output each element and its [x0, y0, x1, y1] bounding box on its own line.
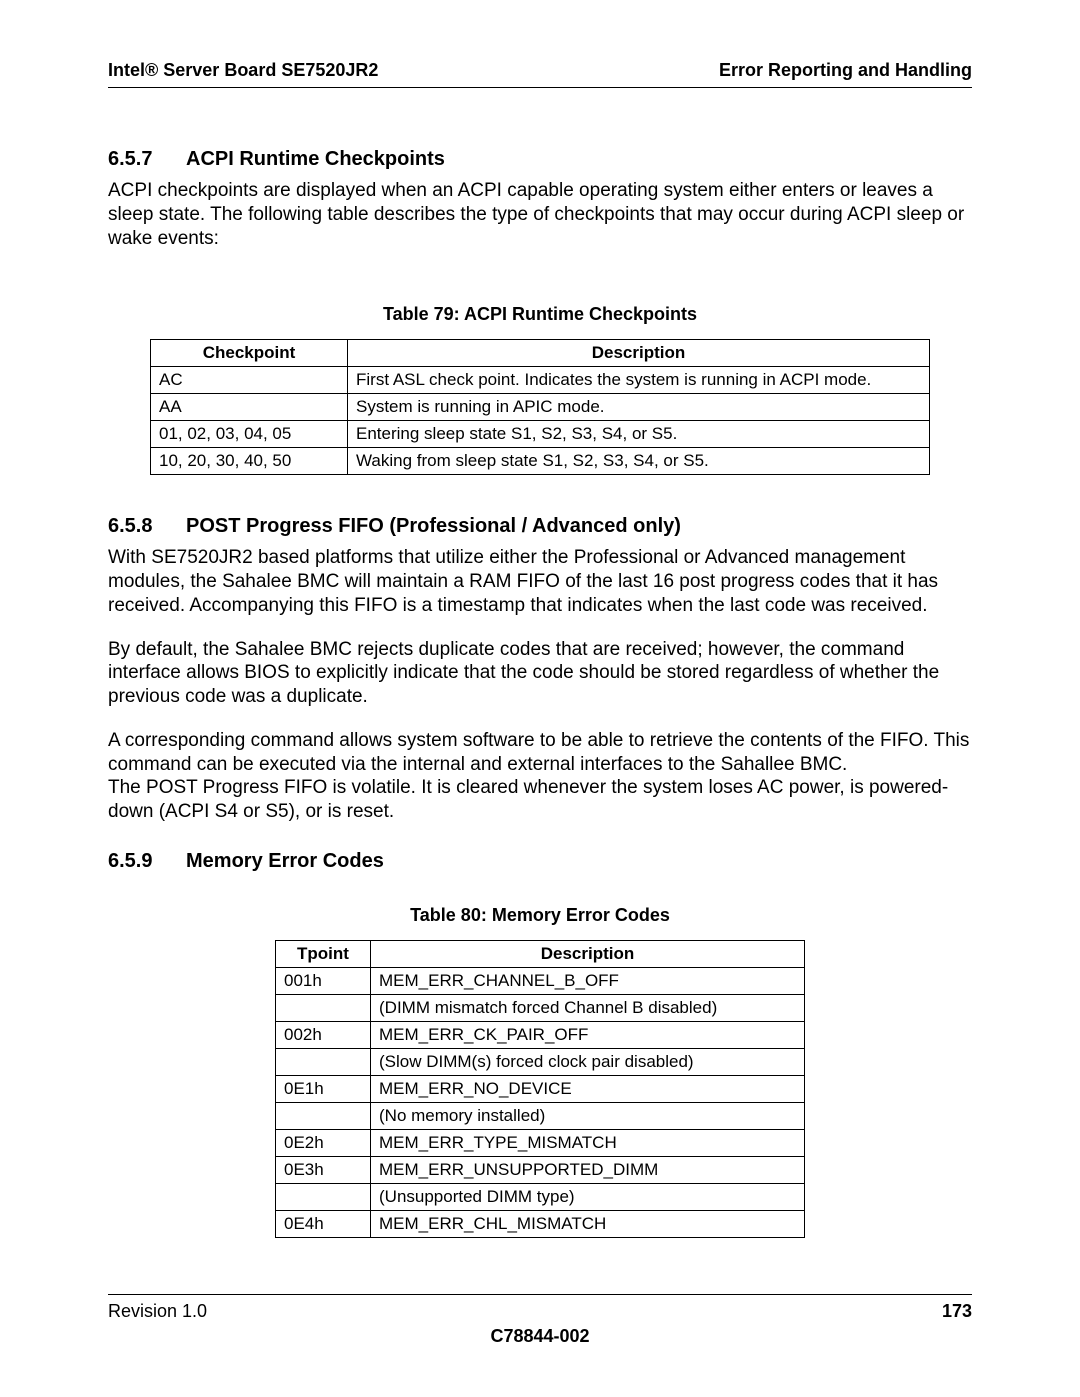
table-79: Checkpoint Description ACFirst ASL check…: [150, 339, 930, 475]
table-cell: [276, 994, 371, 1021]
table-cell: System is running in APIC mode.: [348, 394, 930, 421]
table-header-row: Checkpoint Description: [151, 340, 930, 367]
table-cell: 0E2h: [276, 1129, 371, 1156]
table-row: 0E1hMEM_ERR_NO_DEVICE: [276, 1075, 805, 1102]
table-cell: MEM_ERR_CHL_MISMATCH: [371, 1210, 805, 1237]
table-79-caption: Table 79: ACPI Runtime Checkpoints: [108, 304, 972, 325]
table-cell: MEM_ERR_NO_DEVICE: [371, 1075, 805, 1102]
table-header-row: Tpoint Description: [276, 940, 805, 967]
section-title: Memory Error Codes: [186, 850, 384, 873]
table-cell: MEM_ERR_CK_PAIR_OFF: [371, 1021, 805, 1048]
table-col-description: Description: [348, 340, 930, 367]
table-cell: (Unsupported DIMM type): [371, 1183, 805, 1210]
table-cell: Entering sleep state S1, S2, S3, S4, or …: [348, 421, 930, 448]
section-heading-657: 6.5.7 ACPI Runtime Checkpoints: [108, 148, 972, 171]
table-row: (Unsupported DIMM type): [276, 1183, 805, 1210]
footer-page-number: 173: [942, 1301, 972, 1322]
section-658-paragraph-1: With SE7520JR2 based platforms that util…: [108, 546, 972, 617]
table-cell: 002h: [276, 1021, 371, 1048]
table-cell: (No memory installed): [371, 1102, 805, 1129]
table-cell: 0E3h: [276, 1156, 371, 1183]
table-row: 001hMEM_ERR_CHANNEL_B_OFF: [276, 967, 805, 994]
table-row: 0E3hMEM_ERR_UNSUPPORTED_DIMM: [276, 1156, 805, 1183]
table-row: 10, 20, 30, 40, 50Waking from sleep stat…: [151, 448, 930, 475]
table-cell: MEM_ERR_TYPE_MISMATCH: [371, 1129, 805, 1156]
table-cell: [276, 1183, 371, 1210]
table-row: ACFirst ASL check point. Indicates the s…: [151, 367, 930, 394]
section-658-paragraph-2: By default, the Sahalee BMC rejects dupl…: [108, 638, 972, 709]
table-80: Tpoint Description 001hMEM_ERR_CHANNEL_B…: [275, 940, 805, 1238]
table-row: (No memory installed): [276, 1102, 805, 1129]
header-left: Intel® Server Board SE7520JR2: [108, 60, 378, 81]
page: Intel® Server Board SE7520JR2 Error Repo…: [0, 0, 1080, 1397]
section-number: 6.5.7: [108, 148, 186, 171]
table-cell: MEM_ERR_CHANNEL_B_OFF: [371, 967, 805, 994]
section-657-paragraph: ACPI checkpoints are displayed when an A…: [108, 179, 972, 250]
table-cell: MEM_ERR_UNSUPPORTED_DIMM: [371, 1156, 805, 1183]
table-cell: 0E4h: [276, 1210, 371, 1237]
table-col-tpoint: Tpoint: [276, 940, 371, 967]
header-right: Error Reporting and Handling: [719, 60, 972, 81]
section-number: 6.5.9: [108, 850, 186, 873]
table-cell: AC: [151, 367, 348, 394]
footer-doc-number: C78844-002: [108, 1326, 972, 1347]
table-col-checkpoint: Checkpoint: [151, 340, 348, 367]
page-footer: Revision 1.0 173 C78844-002: [108, 1294, 972, 1347]
table-col-description: Description: [371, 940, 805, 967]
table-row: (Slow DIMM(s) forced clock pair disabled…: [276, 1048, 805, 1075]
table-cell: 0E1h: [276, 1075, 371, 1102]
section-658-paragraph-3: A corresponding command allows system so…: [108, 729, 972, 777]
section-heading-658: 6.5.8 POST Progress FIFO (Professional /…: [108, 515, 972, 538]
table-cell: Waking from sleep state S1, S2, S3, S4, …: [348, 448, 930, 475]
section-heading-659: 6.5.9 Memory Error Codes: [108, 850, 972, 873]
table-row: 01, 02, 03, 04, 05Entering sleep state S…: [151, 421, 930, 448]
table-row: 002hMEM_ERR_CK_PAIR_OFF: [276, 1021, 805, 1048]
table-cell: [276, 1048, 371, 1075]
section-658-paragraph-4: The POST Progress FIFO is volatile. It i…: [108, 776, 972, 824]
table-cell: First ASL check point. Indicates the sys…: [348, 367, 930, 394]
page-header: Intel® Server Board SE7520JR2 Error Repo…: [108, 60, 972, 88]
table-row: 0E4hMEM_ERR_CHL_MISMATCH: [276, 1210, 805, 1237]
table-row: 0E2hMEM_ERR_TYPE_MISMATCH: [276, 1129, 805, 1156]
table-cell: 10, 20, 30, 40, 50: [151, 448, 348, 475]
table-row: AASystem is running in APIC mode.: [151, 394, 930, 421]
section-title: ACPI Runtime Checkpoints: [186, 148, 445, 171]
table-cell: [276, 1102, 371, 1129]
table-cell: (Slow DIMM(s) forced clock pair disabled…: [371, 1048, 805, 1075]
table-cell: 01, 02, 03, 04, 05: [151, 421, 348, 448]
table-80-caption: Table 80: Memory Error Codes: [108, 905, 972, 926]
table-cell: (DIMM mismatch forced Channel B disabled…: [371, 994, 805, 1021]
footer-row: Revision 1.0 173: [108, 1301, 972, 1322]
table-cell: 001h: [276, 967, 371, 994]
section-title: POST Progress FIFO (Professional / Advan…: [186, 515, 681, 538]
table-row: (DIMM mismatch forced Channel B disabled…: [276, 994, 805, 1021]
footer-revision: Revision 1.0: [108, 1301, 207, 1322]
table-cell: AA: [151, 394, 348, 421]
section-number: 6.5.8: [108, 515, 186, 538]
